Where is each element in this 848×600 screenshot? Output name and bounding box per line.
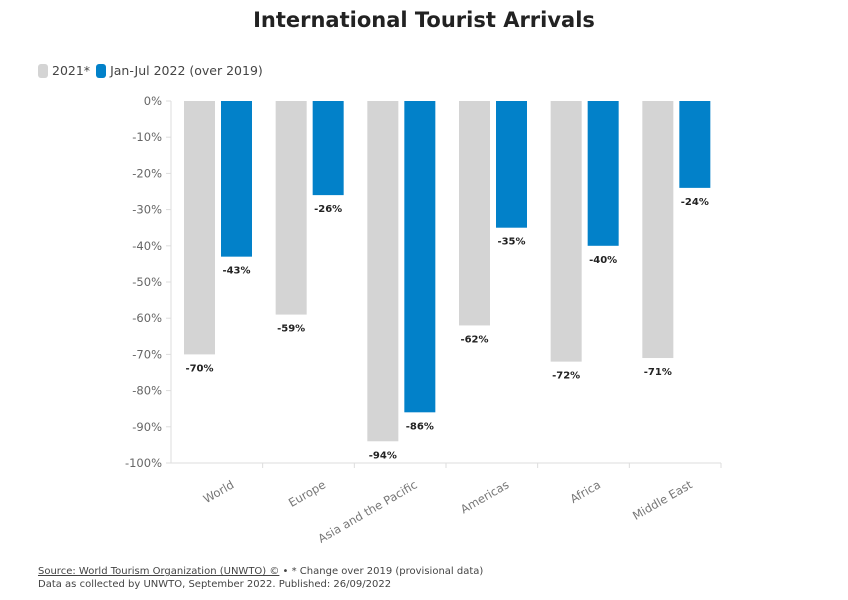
legend-swatch	[38, 63, 48, 78]
data-label: -59%	[277, 324, 305, 335]
x-tick-label: Europe	[286, 477, 328, 509]
bar[interactable]	[404, 101, 436, 413]
data-label: -86%	[406, 421, 434, 432]
data-label: -71%	[644, 367, 672, 378]
data-label: -24%	[681, 197, 709, 208]
bar[interactable]	[312, 101, 344, 196]
y-tick-label: -60%	[132, 311, 162, 325]
bar[interactable]	[679, 101, 711, 188]
y-tick-label: -70%	[132, 347, 162, 361]
y-tick-label: -100%	[125, 456, 162, 470]
y-tick-label: -30%	[132, 203, 162, 217]
data-label: -43%	[222, 266, 250, 277]
bar[interactable]	[496, 101, 527, 228]
footer: Source: World Tourism Organization (UNWT…	[38, 565, 483, 591]
bar[interactable]	[459, 101, 490, 326]
source-link[interactable]: Source: World Tourism Organization (UNWT…	[38, 566, 280, 577]
x-tick-label: Americas	[458, 477, 511, 516]
y-tick-label: -10%	[132, 130, 162, 144]
x-tick-label: Africa	[568, 477, 603, 506]
y-tick-label: -90%	[132, 420, 162, 434]
publication-note: Data as collected by UNWTO, September 20…	[38, 579, 392, 590]
y-tick-label: -40%	[132, 239, 162, 253]
data-label: -72%	[552, 371, 580, 382]
y-tick-label: 0%	[144, 94, 162, 108]
legend-item-2021[interactable]: 2021*	[38, 63, 90, 78]
bar[interactable]	[367, 101, 399, 442]
bar[interactable]	[587, 101, 619, 246]
chart-plot: 0% -10% -20% -30% -40% -50% -60% -70% -80% -90% -1…	[125, 94, 722, 546]
y-tick-label: -80%	[132, 384, 162, 398]
legend-swatch	[96, 63, 107, 78]
x-tick-label: Asia and the Pacific	[316, 477, 420, 545]
y-tick-label: -50%	[132, 275, 162, 289]
bar[interactable]	[550, 101, 582, 362]
data-label: -40%	[589, 255, 617, 266]
data-label: -26%	[314, 204, 342, 215]
bar[interactable]	[275, 101, 307, 315]
legend-item-2022[interactable]: Jan-Jul 2022 (over 2019)	[96, 63, 263, 78]
data-label: -62%	[460, 334, 488, 345]
legend: 2021* Jan-Jul 2022 (over 2019)	[38, 63, 269, 78]
data-label: -35%	[497, 237, 525, 248]
data-label: -94%	[369, 450, 397, 461]
footnote: • * Change over 2019 (provisional data)	[279, 566, 484, 577]
chart-title: International Tourist Arrivals	[253, 8, 595, 32]
bar[interactable]	[184, 101, 215, 355]
bar[interactable]	[221, 101, 252, 257]
legend-label: 2021*	[52, 63, 91, 78]
legend-label: Jan-Jul 2022 (over 2019)	[110, 63, 263, 78]
bar[interactable]	[642, 101, 674, 359]
data-label: -70%	[185, 363, 213, 374]
x-tick-label: Middle East	[630, 477, 695, 523]
x-tick-label: World	[201, 477, 237, 506]
y-tick-label: -20%	[132, 166, 162, 180]
